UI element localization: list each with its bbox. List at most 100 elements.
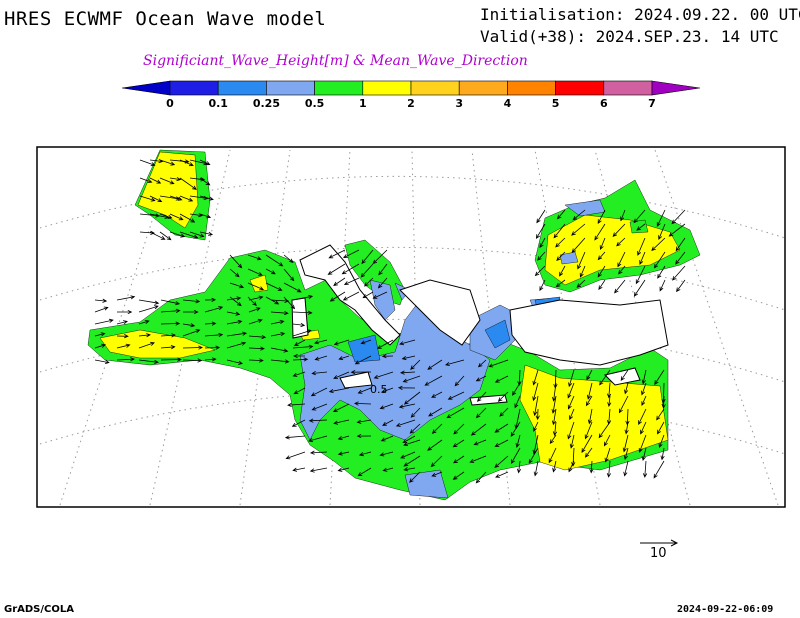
wave-arrow <box>399 339 416 346</box>
wave-arrow <box>159 159 176 166</box>
wave-arrow <box>182 358 203 363</box>
wave-arrow <box>308 418 328 423</box>
wave-arrow <box>641 447 647 461</box>
wave-arrow <box>204 297 217 302</box>
wave-arrow <box>469 455 487 463</box>
wave-arrow <box>445 359 465 366</box>
wave-arrow <box>579 265 586 278</box>
wave-arrow <box>380 435 394 442</box>
wave-arrow <box>182 345 204 350</box>
wave-arrow <box>640 421 647 435</box>
wave-arrow <box>567 421 575 440</box>
wave-arrow <box>516 460 522 474</box>
wave-arrow <box>400 451 416 459</box>
wave-arrow <box>620 209 626 222</box>
wave-arrow <box>532 369 539 386</box>
wave-arrow <box>293 339 306 346</box>
wave-arrow <box>199 177 211 186</box>
wave-arrow <box>555 237 566 248</box>
wave-arrow <box>138 341 155 349</box>
wave-arrow <box>341 263 360 275</box>
wave-arrow <box>476 391 487 402</box>
wave-arrow <box>139 195 156 202</box>
colorbar-legend: 0 0.1 0.25 0.5 1 2 3 4 5 6 7 <box>121 80 701 110</box>
wave-arrow <box>535 408 540 421</box>
wave-arrow <box>311 403 328 411</box>
wave-arrow <box>284 435 306 440</box>
wave-arrow <box>636 223 646 231</box>
wave-arrow <box>494 439 509 447</box>
wave-arrow <box>328 387 350 394</box>
wave-arrow <box>597 265 606 278</box>
wave-arrow <box>586 382 593 400</box>
wave-arrow <box>584 447 593 458</box>
wave-arrow <box>398 403 416 409</box>
wave-arrow <box>510 421 521 437</box>
wave-arrow <box>597 209 606 225</box>
wave-arrow <box>179 213 196 223</box>
colorbar-level-label: 4 <box>504 97 512 110</box>
wave-arrow <box>342 291 360 301</box>
wave-arrow <box>169 213 184 221</box>
wave-arrow <box>453 455 465 464</box>
wave-arrow <box>659 279 666 292</box>
wave-arrow <box>265 254 284 267</box>
wave-arrow <box>431 471 443 477</box>
wave-arrow <box>94 306 109 313</box>
wave-arrow <box>265 282 283 291</box>
wave-arrow <box>160 333 177 338</box>
wave-arrow <box>599 237 606 251</box>
wave-arrow <box>653 251 666 269</box>
colorbar-level-label: 0 <box>166 97 174 110</box>
wave-arrow <box>495 471 509 478</box>
variable-subtitle: Significiant_Wave_Height[m] & Mean_Wave_… <box>143 53 528 69</box>
wave-arrow <box>638 408 647 426</box>
wave-arrow <box>402 375 421 383</box>
wave-arrow <box>395 419 416 427</box>
wave-arrow <box>470 423 487 436</box>
wave-arrow <box>618 265 626 275</box>
wave-arrow <box>364 277 374 287</box>
wave-arrow <box>577 251 586 270</box>
wave-arrow <box>311 371 328 376</box>
wave-arrow <box>431 391 443 398</box>
wave-arrow <box>94 318 114 325</box>
wave-arrow <box>452 471 465 480</box>
colorbar-over-arrow <box>651 80 701 96</box>
wave-arrow <box>534 265 546 277</box>
wave-arrow <box>292 467 306 472</box>
wave-arrow <box>265 268 276 275</box>
wave-arrow <box>475 407 487 419</box>
wave-arrow <box>283 268 295 282</box>
wave-arrow <box>229 254 243 269</box>
wave-arrow <box>532 382 539 402</box>
wave-arrow <box>618 395 629 414</box>
wave-arrow <box>94 298 108 303</box>
wave-arrow <box>138 305 159 313</box>
wave-arrow <box>226 311 241 316</box>
wave-arrow <box>635 265 646 285</box>
wave-arrow <box>189 213 203 218</box>
wave-arrow <box>606 460 612 478</box>
wave-arrow <box>401 355 416 361</box>
wave-arrow <box>182 323 196 328</box>
wave-arrow <box>373 371 394 379</box>
wave-arrow <box>537 251 546 261</box>
wave-arrow <box>379 403 394 410</box>
wave-arrow <box>372 249 388 265</box>
wave-arrow <box>283 282 302 293</box>
wave-arrow <box>204 332 224 337</box>
wave-arrow <box>248 307 261 313</box>
wave-arrow <box>499 407 509 417</box>
wave-arrow <box>651 237 666 252</box>
software-credit: GrADS/COLA <box>4 604 74 615</box>
wave-arrow <box>270 310 289 316</box>
wave-arrow <box>343 277 360 285</box>
wave-arrow <box>292 344 314 349</box>
wave-arrow <box>633 209 646 224</box>
wave-arrow <box>139 177 153 183</box>
wave-arrow <box>586 369 593 381</box>
wave-arrow <box>160 299 181 306</box>
wave-arrow <box>270 359 290 364</box>
wave-arrow <box>427 359 443 370</box>
